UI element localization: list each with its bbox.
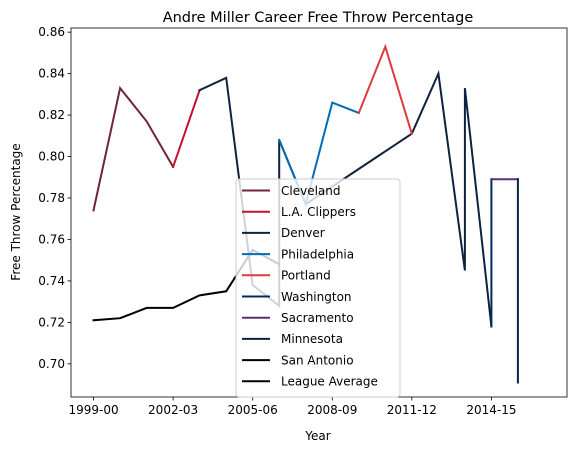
series-line-philadelphia xyxy=(277,101,361,208)
y-tick-label: 0.80 xyxy=(38,150,65,164)
legend-label-sacramento: Sacramento xyxy=(281,311,354,325)
x-tick-label: 1999-00 xyxy=(68,403,118,417)
series-line-portland xyxy=(357,43,414,135)
legend-label-minnesota: Minnesota xyxy=(281,332,343,346)
legend-box xyxy=(235,178,401,398)
y-tick-label: 0.82 xyxy=(38,108,65,122)
y-tick-label: 0.76 xyxy=(38,232,65,246)
x-tick-label: 2008-09 xyxy=(307,403,357,417)
series-line-cleveland xyxy=(92,85,175,212)
legend-label-portland: Portland xyxy=(281,269,331,283)
legend-label-l-a-clippers: L.A. Clippers xyxy=(281,205,356,219)
y-tick-label: 0.78 xyxy=(38,191,65,205)
legend-label-philadelphia: Philadelphia xyxy=(281,247,354,261)
x-tick-label: 2011-12 xyxy=(387,403,437,417)
legend: Cleveland L.A. Clippers Denver Philadelphia… xyxy=(235,178,401,398)
y-axis: 0.70 0.72 0.74 0.76 0.78 0.80 0.82 0.84 0.86 xyxy=(38,25,71,371)
x-axis: 1999-00 2002-03 2005-06 2008-09 2011-12 2014-… xyxy=(68,397,516,417)
series-line-l-a-clippers xyxy=(171,88,201,169)
y-tick-label: 0.72 xyxy=(38,315,65,329)
x-tick-label: 2005-06 xyxy=(228,403,278,417)
x-tick-label: 2002-03 xyxy=(148,403,198,417)
x-tick-label: 2014-15 xyxy=(466,403,516,417)
y-tick-label: 0.74 xyxy=(38,274,65,288)
legend-label-washington: Washington xyxy=(281,290,352,304)
y-tick-label: 0.86 xyxy=(38,25,65,39)
legend-label-san-antonio: San Antonio xyxy=(281,353,354,367)
x-axis-label: Year xyxy=(304,429,330,443)
y-tick-label: 0.84 xyxy=(38,67,65,81)
y-tick-label: 0.70 xyxy=(38,357,65,371)
legend-label-league-average: League Average xyxy=(281,375,378,389)
chart-title: Andre Miller Career Free Throw Percentag… xyxy=(163,10,474,26)
legend-label-cleveland: Cleveland xyxy=(281,184,341,198)
legend-label-denver: Denver xyxy=(281,226,325,240)
y-axis-label: Free Throw Percentage xyxy=(9,143,23,280)
